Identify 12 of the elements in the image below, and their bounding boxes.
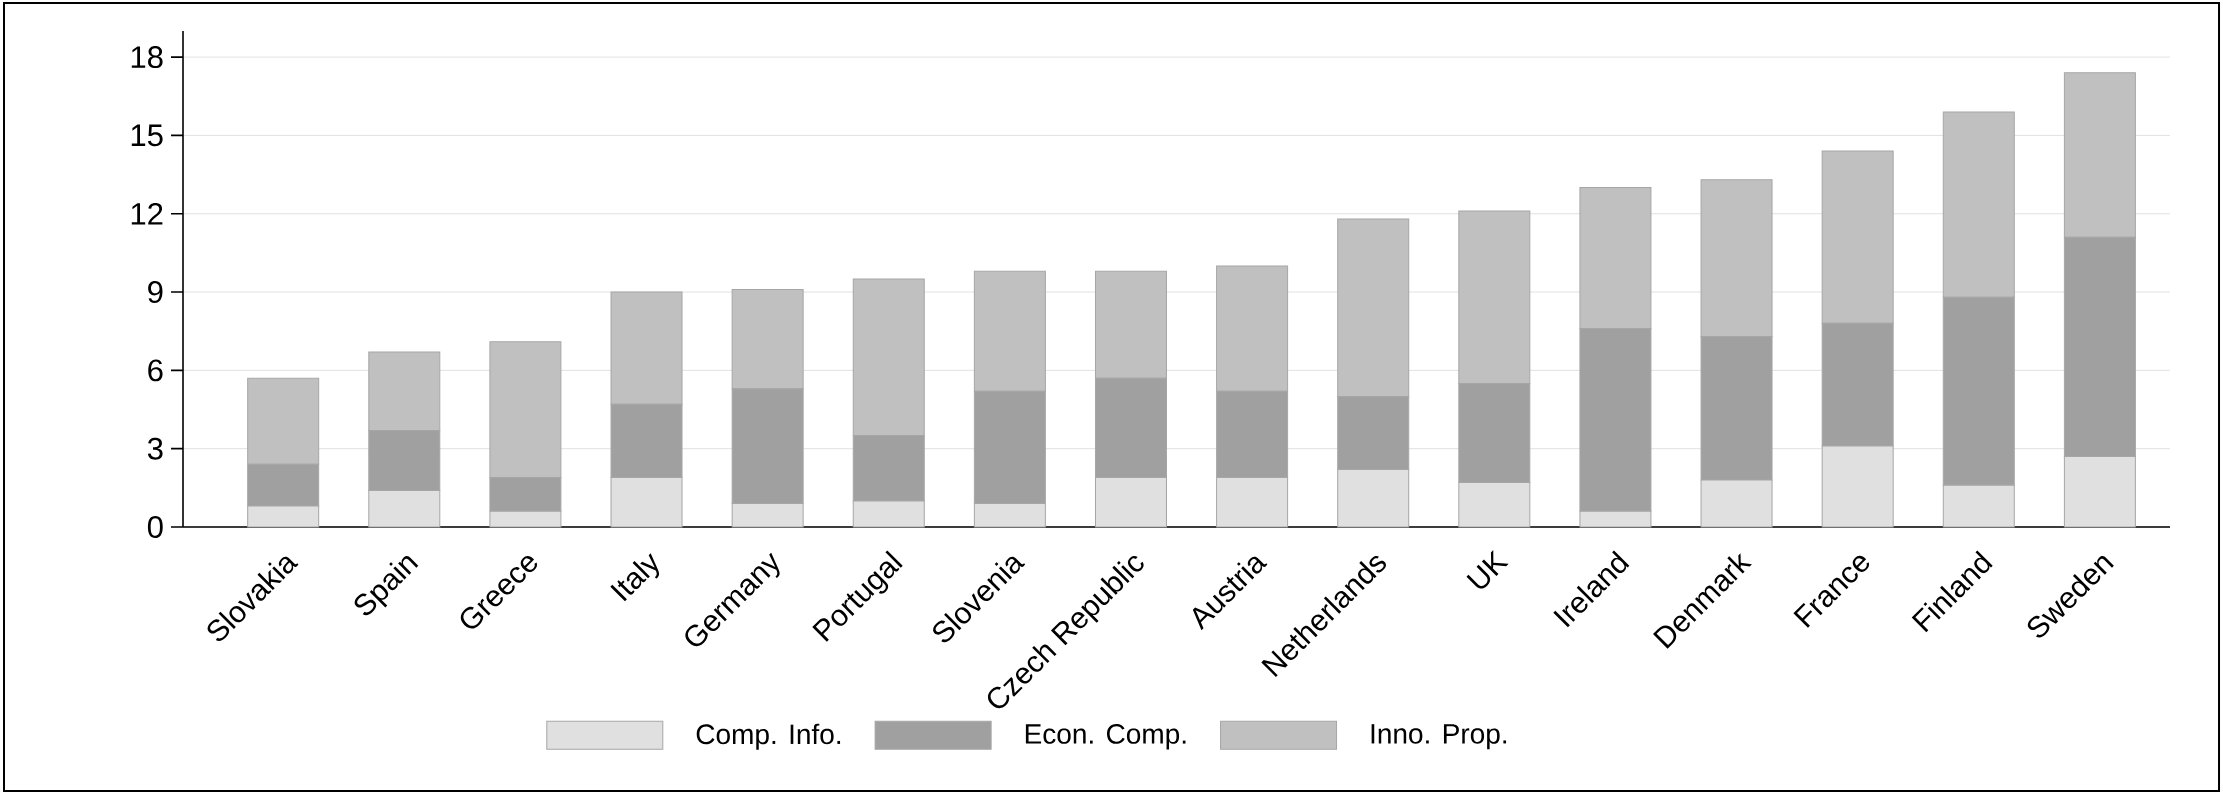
y-tick-label: 18 (131, 46, 163, 69)
legend-label: Econ. Comp. (1025, 724, 1186, 750)
legend-label: Inno. Prop. (1371, 724, 1507, 750)
legend-label: Comp. Info. (696, 723, 841, 750)
y-tick-label: 0 (147, 516, 163, 538)
y-tick-label: 3 (147, 437, 163, 460)
y-tick-label: 15 (131, 124, 163, 147)
y-tick-label: 12 (131, 202, 163, 225)
x-tick-label: UK (1466, 550, 1509, 589)
x-tick-label: Italy (610, 553, 660, 602)
y-tick-label: 6 (148, 359, 163, 382)
y-tick-label: 9 (148, 281, 163, 304)
